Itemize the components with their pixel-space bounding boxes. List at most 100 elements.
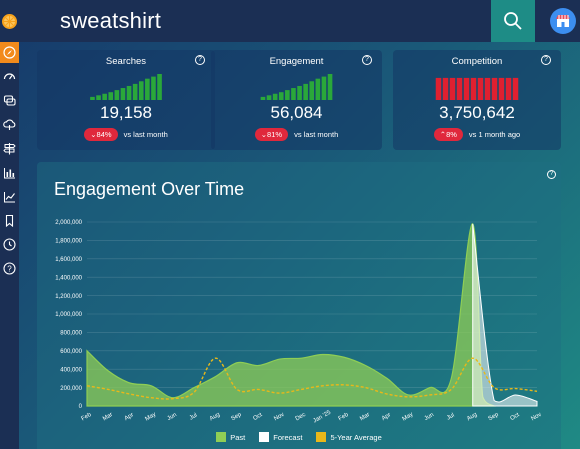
help-icon[interactable]: ? [541, 55, 551, 65]
x-tick-label: Mar [359, 412, 371, 422]
x-tick-label: Jan '25 [312, 409, 332, 424]
trend-bar [449, 77, 456, 100]
delta-value: 81% [267, 130, 283, 139]
sidebar-item-speedometer[interactable] [0, 66, 19, 87]
delta-up-badge: ⌃8% [433, 128, 463, 141]
x-tick-label: Apr [381, 412, 392, 422]
trend-bar [272, 93, 278, 100]
delta-down-badge: ⌄81% [254, 128, 289, 141]
store-icon [556, 15, 570, 27]
x-tick-label: Oct [510, 412, 521, 422]
legend-label: 5-Year Average [330, 432, 382, 442]
y-tick-label: 1,800,000 [55, 239, 82, 245]
x-tick-label: Mar [102, 412, 114, 422]
cloud-upload-icon [3, 119, 16, 130]
trend-bar [491, 77, 498, 100]
sidebar-item-clock[interactable] [0, 234, 19, 255]
trend-bar [132, 83, 138, 100]
trend-bar [291, 88, 296, 100]
legend-label: Forecast [273, 432, 303, 442]
trend-bar [470, 77, 477, 100]
series-forecast-area [472, 223, 538, 407]
topbar: sweatshirt [19, 0, 580, 42]
compass-icon [3, 46, 16, 59]
trend-bar [498, 77, 505, 100]
bookmark-icon [5, 214, 14, 227]
search-button[interactable] [491, 0, 535, 42]
x-tick-label: Jul [446, 413, 456, 422]
trend-bar [151, 76, 156, 100]
chat-bubbles-icon [3, 95, 16, 106]
trend-bar [456, 77, 463, 100]
delta-down-badge: ⌄84% [84, 128, 118, 141]
sidebar: ? [0, 0, 19, 449]
legend-swatch [216, 432, 227, 442]
trend-bar [512, 77, 519, 100]
line-chart-icon [4, 192, 15, 203]
trend-bar [309, 81, 315, 100]
x-tick-label: Nov [530, 412, 542, 423]
trend-bar [157, 74, 162, 100]
logo[interactable] [0, 0, 19, 42]
x-tick-label: Jun [424, 412, 435, 422]
help-icon[interactable]: ? [195, 55, 205, 65]
chart-help-icon[interactable]: ? [547, 170, 556, 179]
sidebar-item-line-chart[interactable] [0, 186, 19, 207]
delta-note: vs last month [294, 130, 339, 139]
metric-value: 19,158 [100, 103, 152, 122]
trend-bars [260, 74, 333, 100]
orange-logo-icon [2, 13, 17, 29]
help-icon: ? [3, 262, 16, 275]
search-query[interactable]: sweatshirt [60, 8, 162, 33]
sidebar-item-cloud-upload[interactable] [0, 114, 19, 135]
trend-bar [285, 90, 290, 100]
engagement-chart-card: Engagement Over Time ? 0 200,000 400,000 60… [37, 162, 561, 449]
sidebar-item-help[interactable]: ? [0, 258, 19, 279]
sidebar-item-bar-chart[interactable] [0, 162, 19, 183]
y-tick-label: 200,000 [60, 386, 82, 392]
y-tick-label: 600,000 [60, 349, 82, 355]
x-tick-label: Oct [252, 412, 263, 422]
chart-legend: Past Forecast 5-Year Average [37, 432, 561, 442]
trend-bars [90, 74, 162, 100]
x-tick-label: May [144, 412, 157, 423]
engagement-chart: 0 200,000 400,000 600,000 800,000 1,000,000 1,… [55, 220, 542, 424]
x-tick-label: Apr [124, 412, 135, 422]
legend-swatch [316, 432, 327, 442]
legend-item[interactable]: 5-Year Average [316, 432, 382, 442]
sidebar-item-chat-bubbles[interactable] [0, 90, 19, 111]
trend-bars [435, 77, 519, 100]
help-icon[interactable]: ? [362, 55, 372, 65]
x-tick-label: Nov [273, 412, 285, 423]
trend-bar [321, 76, 327, 100]
x-tick-label: Sep [488, 412, 501, 423]
x-tick-label: Jun [167, 412, 178, 422]
trend-bar [303, 83, 308, 100]
trend-bar [120, 88, 126, 100]
sidebar-item-compass[interactable] [0, 42, 19, 63]
trend-bar [435, 77, 442, 100]
trend-bar [145, 78, 150, 100]
metric-delta: ⌃8% vs 1 month ago [393, 128, 561, 141]
metric-value: 3,750,642 [439, 103, 515, 122]
sidebar-item-bookmark[interactable] [0, 210, 19, 231]
trend-bar [102, 93, 107, 100]
legend-item[interactable]: Past [216, 432, 245, 442]
legend-label: Past [230, 432, 246, 442]
chart-title: Engagement Over Time [54, 179, 245, 199]
legend-item[interactable]: Forecast [259, 432, 302, 442]
x-tick-label: Sep [230, 412, 243, 423]
delta-note: vs last month [123, 130, 168, 139]
trend-bar [90, 96, 95, 100]
trend-bar [96, 95, 101, 100]
x-tick-label: Jul [189, 413, 199, 422]
x-tick-label: Aug [466, 412, 478, 423]
x-tick-label: Feb [338, 412, 351, 423]
delta-value: 8% [446, 130, 457, 139]
sidebar-item-signpost[interactable] [0, 138, 19, 159]
series-past-area [86, 223, 496, 407]
trend-bar [297, 85, 302, 100]
legend-swatch [259, 432, 270, 442]
store-button[interactable] [550, 8, 576, 34]
y-tick-label: 2,000,000 [55, 220, 82, 226]
